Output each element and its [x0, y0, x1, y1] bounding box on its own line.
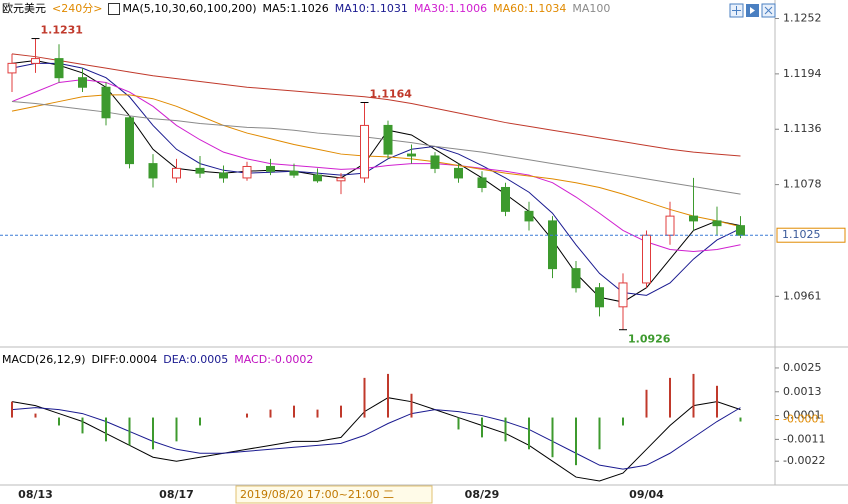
macd-line [11, 397, 741, 482]
candle-body [407, 153, 416, 157]
candle-body [54, 58, 64, 79]
icon [108, 3, 121, 15]
candle-body [336, 177, 346, 182]
toolbar[interactable] [729, 3, 776, 18]
legend-entry: DIFF:0.0004 [91, 353, 158, 366]
legend-entry: MA10:1.1031 [334, 2, 408, 15]
candle-body [454, 167, 463, 179]
ma-line [11, 94, 741, 228]
candle-body [7, 62, 17, 74]
chart-title: 欧元美元 [2, 2, 46, 15]
candle-body [383, 124, 393, 155]
annotation-label: 1.1231 [41, 24, 83, 37]
candle-body [172, 167, 181, 179]
candle-body [219, 172, 228, 179]
legend-entry: MA5:1.1026 [262, 2, 329, 15]
ma-line [11, 79, 741, 252]
y-tick-label: 1.1194 [783, 67, 822, 80]
chart-subtitle: <240分> [52, 2, 103, 15]
x-tick-label: 08/29 [465, 488, 500, 501]
candle-body [665, 215, 675, 236]
crosshair-box [235, 485, 433, 504]
icon [750, 7, 755, 14]
candle-body [360, 124, 369, 179]
candle-body [289, 170, 299, 176]
legend-entry: MA60:1.1034 [493, 2, 567, 15]
legend-entry: MA100 [572, 2, 611, 15]
candle-body [477, 177, 487, 188]
candle-body [430, 155, 440, 169]
y-tick-label: 1.1252 [783, 12, 822, 25]
icon [732, 6, 741, 15]
y-tick-label: 1.1078 [783, 178, 822, 191]
chart-title: MACD(26,12,9) [2, 353, 86, 366]
last-price-label: 1.1025 [782, 228, 821, 241]
candle-body [595, 287, 604, 308]
candle-body [618, 282, 628, 308]
candle-body [101, 86, 111, 119]
y-tick-label: 0.0025 [783, 361, 822, 374]
candle-body [78, 77, 87, 88]
macd-legend: MACD(26,12,9) DIFF:0.0004 DEA:0.0005 MACD:… [2, 352, 313, 368]
candle-body [548, 220, 557, 270]
y-tick-label: 1.0961 [783, 289, 822, 302]
legend-entry: MA30:1.1006 [413, 2, 488, 15]
candle-body [571, 268, 581, 289]
candle-body [125, 117, 134, 165]
candle-body [31, 58, 40, 64]
y-tick-label: 0.0001 [783, 409, 822, 422]
y-tick-label: -0.0022 [783, 454, 825, 467]
price-legend: 欧元美元 <240分> MA(5,10,30,60,100,200) MA5:1… [2, 1, 610, 17]
annotation-label: 1.1164 [370, 88, 413, 101]
last-price-box [776, 227, 846, 243]
candle-body [736, 225, 745, 236]
y-tick-label: -0.0011 [783, 432, 825, 445]
candle-body [242, 165, 252, 179]
candle-body [642, 234, 651, 284]
candle-body [501, 186, 510, 212]
legend-entry: DEA:0.0005 [163, 353, 229, 366]
y-tick-label: 1.1136 [783, 122, 822, 135]
last-value-label: -0.0001 [783, 413, 825, 426]
x-tick-label: 08/13 [18, 488, 53, 501]
y-tick-label: 0.0013 [783, 385, 822, 398]
x-tick-label: 08/17 [159, 488, 194, 501]
ma-line [11, 101, 741, 195]
indicator-label: MA(5,10,30,60,100,200) [122, 2, 257, 15]
legend-entry: MACD:-0.0002 [234, 353, 314, 366]
candle-body [148, 163, 158, 179]
macd-line [11, 407, 741, 470]
crosshair-label: 2019/08/20 17:00~21:00 二 [240, 488, 394, 501]
annotation-label: 1.0926 [628, 333, 671, 346]
ma-line [11, 53, 741, 157]
candle-body [689, 215, 698, 222]
candle-body [266, 165, 275, 172]
icon [764, 6, 773, 15]
candle-body [313, 174, 322, 182]
candle-body [524, 210, 534, 222]
candle-body [195, 167, 205, 174]
candle-body [712, 220, 722, 227]
x-tick-label: 09/04 [629, 488, 664, 501]
